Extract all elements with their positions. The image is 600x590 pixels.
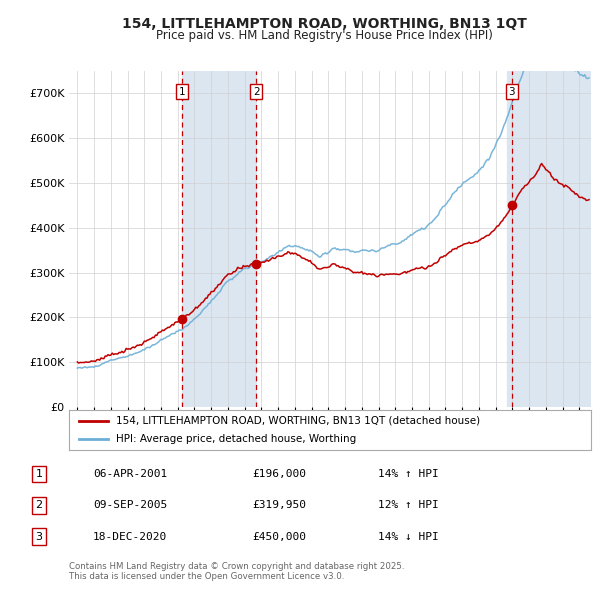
Text: 154, LITTLEHAMPTON ROAD, WORTHING, BN13 1QT: 154, LITTLEHAMPTON ROAD, WORTHING, BN13 … <box>122 17 526 31</box>
Text: 2: 2 <box>35 500 43 510</box>
Text: 06-APR-2001: 06-APR-2001 <box>93 469 167 479</box>
Text: 09-SEP-2005: 09-SEP-2005 <box>93 500 167 510</box>
Text: 3: 3 <box>35 532 43 542</box>
Text: 18-DEC-2020: 18-DEC-2020 <box>93 532 167 542</box>
Text: 14% ↓ HPI: 14% ↓ HPI <box>378 532 439 542</box>
Text: £319,950: £319,950 <box>252 500 306 510</box>
Text: HPI: Average price, detached house, Worthing: HPI: Average price, detached house, Wort… <box>116 434 356 444</box>
Text: 12% ↑ HPI: 12% ↑ HPI <box>378 500 439 510</box>
Bar <box>507 71 591 407</box>
Text: 154, LITTLEHAMPTON ROAD, WORTHING, BN13 1QT (detached house): 154, LITTLEHAMPTON ROAD, WORTHING, BN13 … <box>116 416 480 426</box>
Text: 3: 3 <box>509 87 515 97</box>
Text: Contains HM Land Registry data © Crown copyright and database right 2025.
This d: Contains HM Land Registry data © Crown c… <box>69 562 404 581</box>
Text: £450,000: £450,000 <box>252 532 306 542</box>
Text: 1: 1 <box>179 87 185 97</box>
Bar <box>182 71 256 407</box>
Text: Price paid vs. HM Land Registry's House Price Index (HPI): Price paid vs. HM Land Registry's House … <box>155 29 493 42</box>
Text: 1: 1 <box>35 469 43 479</box>
Text: 2: 2 <box>253 87 260 97</box>
Text: 14% ↑ HPI: 14% ↑ HPI <box>378 469 439 479</box>
Text: £196,000: £196,000 <box>252 469 306 479</box>
